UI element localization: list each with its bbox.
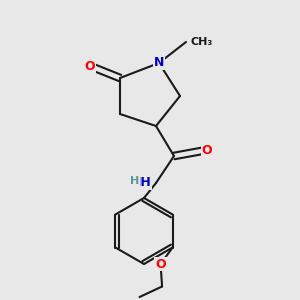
Text: O: O (202, 143, 212, 157)
Text: N: N (154, 56, 164, 70)
Text: CH₃: CH₃ (190, 37, 213, 47)
Text: O: O (85, 59, 95, 73)
Text: O: O (155, 257, 166, 271)
Text: NH: NH (131, 176, 152, 190)
Text: H: H (130, 176, 140, 186)
